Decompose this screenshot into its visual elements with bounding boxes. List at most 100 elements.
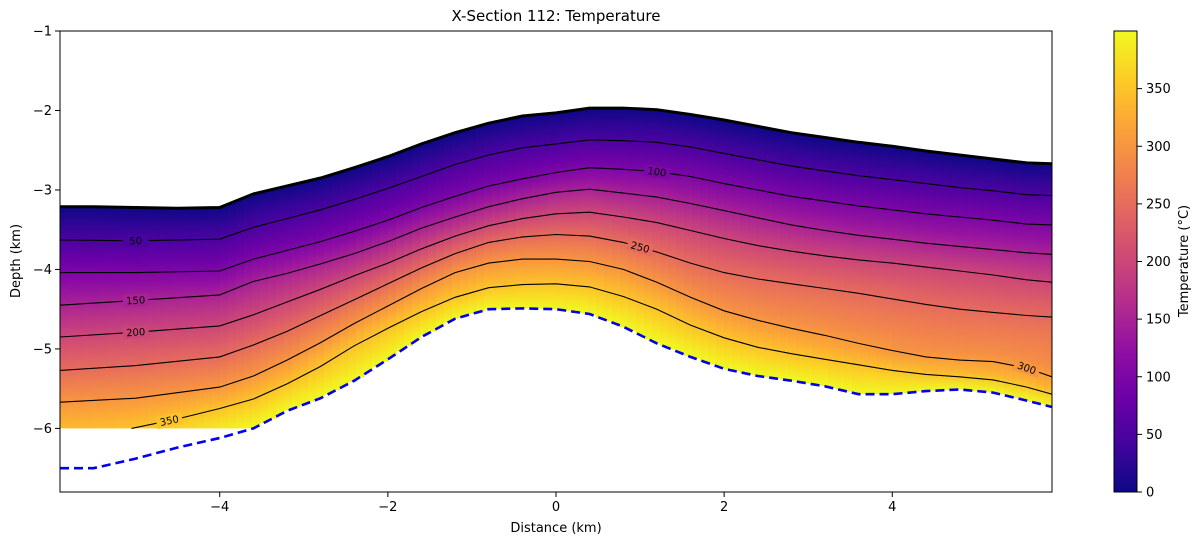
heatmap-column <box>148 207 157 429</box>
colorbar: 0 50 100 150 200 250 300 350 Temperature (°C) <box>1113 30 1192 501</box>
heatmap-column <box>1012 161 1021 399</box>
heatmap-column <box>796 133 805 383</box>
heatmap-column <box>812 136 821 385</box>
heatmap-column <box>996 159 1005 395</box>
heatmap-column <box>732 122 741 372</box>
heatmap-column <box>524 115 533 309</box>
contour-label-50: 50 <box>122 234 149 247</box>
heatmap-column <box>396 151 405 352</box>
heatmap-column <box>220 205 229 429</box>
heatmap-column <box>708 118 717 365</box>
heatmap-column <box>380 157 389 362</box>
y-tick-label: −4 <box>33 263 52 278</box>
heatmap-column <box>852 141 861 394</box>
heatmap-column <box>252 193 261 428</box>
heatmap-column <box>244 196 253 429</box>
contour-label-250: 250 <box>625 237 655 257</box>
heatmap-column <box>420 143 429 336</box>
heatmap-column <box>260 191 269 423</box>
heatmap-column <box>332 173 341 391</box>
heatmap-column <box>956 155 965 390</box>
contour-line-200 <box>60 211 1052 338</box>
colorbar-bar <box>1113 30 1138 493</box>
heatmap-column <box>284 185 293 411</box>
heatmap-column <box>500 119 509 309</box>
colorbar-tick-label: 150 <box>1146 313 1171 328</box>
heatmap-column <box>980 157 989 392</box>
contour-label-150: 150 <box>122 293 150 308</box>
heatmap-column <box>212 207 221 429</box>
contour-label-100: 100 <box>643 163 671 180</box>
heatmap-column <box>836 139 845 390</box>
colorbar-label: Temperature (°C) <box>1177 205 1192 318</box>
x-axis-label: Distance (km) <box>510 521 601 536</box>
y-axis-label: Depth (km) <box>9 224 24 298</box>
contour-line-150 <box>60 188 1052 306</box>
x-axis-ticks: −4 −2 0 2 4 <box>210 492 896 515</box>
heatmap-column <box>436 137 445 327</box>
heatmap-column <box>460 130 469 317</box>
heatmap-column <box>636 108 645 335</box>
heatmap-column <box>908 149 917 393</box>
x-tick-label: 0 <box>552 500 560 515</box>
colorbar-tick-label: 250 <box>1146 197 1171 212</box>
x-tick-label: −2 <box>378 500 397 515</box>
y-axis-ticks: −1 −2 −3 −4 −5 −6 <box>33 25 60 437</box>
y-tick-label: −6 <box>33 422 52 437</box>
heatmap-column <box>276 187 285 415</box>
heatmap-column <box>1036 163 1045 404</box>
chart-title: X-Section 112: Temperature <box>452 7 661 25</box>
heatmap-column <box>60 206 69 429</box>
heatmap-column <box>748 125 757 375</box>
contour-label-bg <box>1012 358 1042 378</box>
heatmap-column <box>820 137 829 387</box>
heatmap-column <box>868 143 877 395</box>
y-tick-label: −5 <box>33 342 52 357</box>
colorbar-tick-label: 350 <box>1146 82 1171 97</box>
contour-line-100 <box>60 167 1052 274</box>
heatmap-column <box>324 175 333 395</box>
contour-label-bg <box>643 163 671 180</box>
heatmap-column <box>100 206 109 429</box>
heatmap-column <box>988 158 997 393</box>
contour-label-text: 350 <box>159 414 180 429</box>
colorbar-ticks: 0 50 100 150 200 250 300 350 <box>1137 82 1171 501</box>
heatmap-column <box>948 154 957 390</box>
heatmap-column <box>660 110 669 347</box>
heatmap-column <box>196 207 205 429</box>
heatmap-column <box>116 207 125 429</box>
heatmap-column <box>860 142 869 395</box>
contour-label-text: 100 <box>647 166 667 180</box>
heatmap-column <box>556 112 565 310</box>
heatmap-column <box>788 132 797 381</box>
colorbar-tick-label: 0 <box>1146 486 1154 501</box>
heatmap-column <box>428 140 437 332</box>
contour-lines <box>60 139 1052 429</box>
colorbar-tick-label: 200 <box>1146 255 1171 270</box>
heatmap-column <box>268 189 277 419</box>
heatmap-column <box>724 120 733 370</box>
heatmap-column <box>236 199 245 429</box>
x-tick-label: 4 <box>888 500 896 515</box>
contour-line-350 <box>131 283 1052 429</box>
heatmap-column <box>484 123 493 310</box>
contour-label-bg <box>122 325 150 340</box>
contour-label-text: 150 <box>126 295 146 307</box>
heatmap-column <box>364 163 373 372</box>
heatmap-column <box>564 111 573 311</box>
colorbar-tick-label: 300 <box>1146 140 1171 155</box>
surface-top-outline <box>60 106 1053 210</box>
heatmap-column <box>172 208 181 429</box>
heatmap-column <box>972 156 981 392</box>
heatmap-column <box>492 121 501 310</box>
y-tick-label: −2 <box>33 104 52 119</box>
heatmap-column <box>940 153 949 391</box>
heatmap-column <box>532 114 541 309</box>
heatmap-column <box>108 207 117 429</box>
heatmap-column <box>204 207 213 429</box>
contour-line-250 <box>60 233 1052 371</box>
heatmap-column <box>716 119 725 368</box>
heatmap-column <box>348 168 357 382</box>
